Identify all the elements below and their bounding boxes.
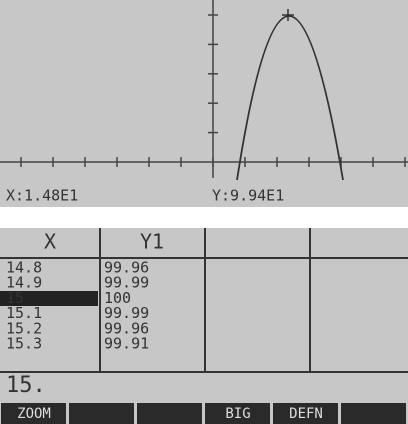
calculator-screen: X:1.48E1 Y:9.94E1 XY114.899.9614.999.991… xyxy=(0,0,408,424)
softkey-label: DEFN xyxy=(289,406,323,422)
softkey-label: BIG xyxy=(225,406,250,422)
softkey-label: ZOOM xyxy=(17,406,51,422)
x-cell: 15.3 xyxy=(6,335,42,353)
status-x: X:1.48E1 xyxy=(6,187,78,205)
column-header: Y1 xyxy=(140,230,164,254)
y-cell: 99.91 xyxy=(104,335,149,353)
softkey[interactable] xyxy=(341,403,406,424)
page: X:1.48E1 Y:9.94E1 XY114.899.9614.999.991… xyxy=(0,0,408,424)
status-y: Y:9.94E1 xyxy=(212,187,284,205)
column-header: X xyxy=(44,230,56,254)
softkey[interactable] xyxy=(137,403,202,424)
graph-panel xyxy=(0,0,408,207)
softkey[interactable] xyxy=(69,403,134,424)
input-line: 15. xyxy=(6,373,46,398)
